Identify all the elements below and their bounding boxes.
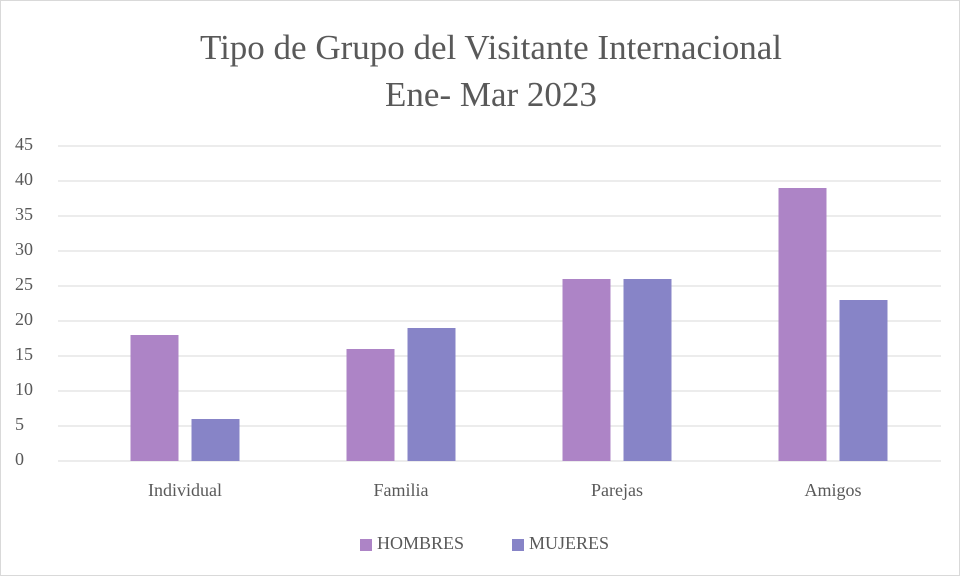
y-tick-label: 25: [15, 274, 33, 294]
bar: [778, 188, 827, 461]
y-tick-label: 5: [15, 414, 24, 434]
bar: [562, 279, 611, 461]
bar: [623, 279, 672, 461]
y-tick-label: 30: [15, 239, 33, 259]
bar: [191, 419, 240, 461]
bar: [407, 328, 456, 461]
chart-subtitle: Ene- Mar 2023: [385, 75, 597, 114]
y-tick-label: 20: [15, 309, 33, 329]
y-tick-label: 10: [15, 379, 33, 399]
legend-swatch: [360, 539, 372, 551]
y-tick-label: 0: [15, 449, 24, 469]
x-tick-label: Familia: [374, 480, 429, 500]
x-tick-label: Individual: [148, 480, 222, 500]
y-tick-label: 45: [15, 134, 33, 154]
bar: [346, 349, 395, 461]
x-tick-label: Parejas: [591, 480, 643, 500]
y-tick-label: 35: [15, 204, 33, 224]
y-tick-label: 15: [15, 344, 33, 364]
legend-label: HOMBRES: [377, 533, 464, 553]
bar: [130, 335, 179, 461]
x-tick-label: Amigos: [804, 480, 861, 500]
legend-label: MUJERES: [529, 533, 609, 553]
y-tick-label: 40: [15, 169, 33, 189]
legend-swatch: [512, 539, 524, 551]
chart-title: Tipo de Grupo del Visitante Internaciona…: [200, 28, 782, 67]
bar: [839, 300, 888, 461]
